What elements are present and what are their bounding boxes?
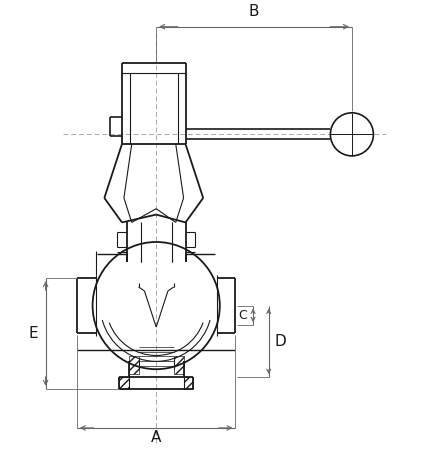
Bar [174, 356, 184, 374]
Text: D: D [274, 334, 286, 349]
Text: B: B [249, 4, 259, 19]
Bar [184, 377, 193, 389]
Bar [129, 356, 139, 374]
Text: C: C [238, 309, 247, 322]
Bar [119, 377, 129, 389]
Text: A: A [151, 430, 161, 445]
Text: E: E [28, 326, 38, 341]
